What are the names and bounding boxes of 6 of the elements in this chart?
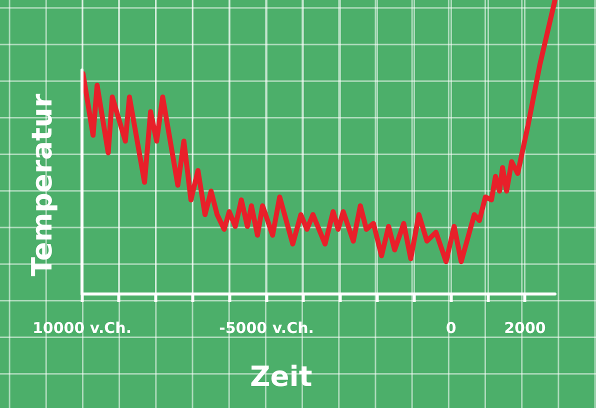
- x-tick-label: 0: [446, 318, 456, 337]
- y-axis-title: Temperatur: [26, 94, 58, 276]
- x-tick-label: -5000 v.Ch.: [219, 318, 314, 337]
- x-tick-label: 2000: [504, 318, 546, 337]
- x-axis-title: Zeit: [250, 360, 312, 393]
- x-tick-label: 10000 v.Ch.: [32, 318, 132, 337]
